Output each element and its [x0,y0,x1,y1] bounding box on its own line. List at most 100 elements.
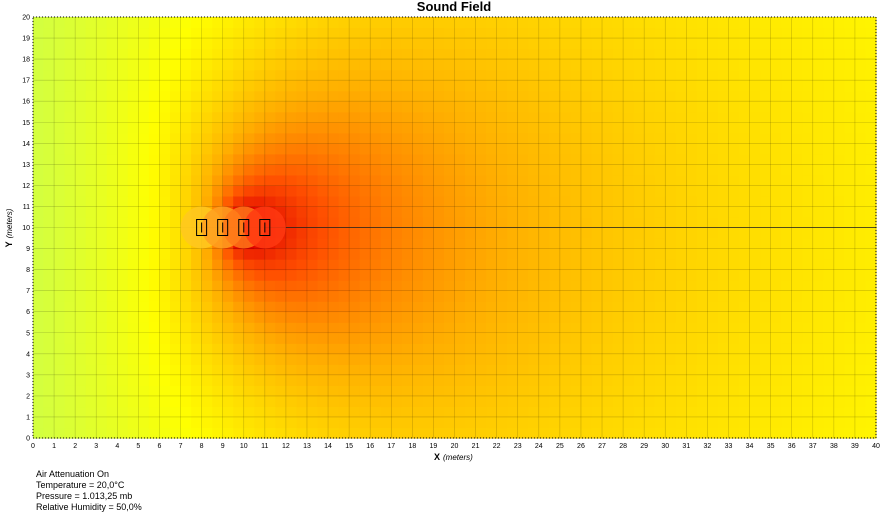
heatmap-cell [264,69,276,81]
pressure-note: Pressure = 1.013,25 mb [36,491,133,501]
heatmap-cell [127,280,139,292]
heatmap-cell [317,353,329,365]
heatmap-cell [749,143,761,155]
heatmap-cell [391,195,403,208]
heatmap-cell [169,416,182,429]
heatmap-cell [739,164,751,176]
heatmap-cell [117,80,129,92]
heatmap-cell [96,248,108,260]
heatmap-cell [802,122,814,134]
heatmap-cell [591,59,603,71]
heatmap-cell [75,343,87,355]
heatmap-cell [538,416,550,429]
heatmap-cell [106,195,118,208]
heatmap-cell [486,322,498,334]
heatmap-cell [233,27,245,39]
heatmap-cell [696,185,708,197]
heatmap-cell [296,343,308,355]
heatmap-cell [370,248,382,260]
heatmap-cell [391,248,403,260]
heatmap-cell [338,132,350,144]
heatmap-cell [285,322,298,334]
heatmap-cell [33,406,45,418]
heatmap-cell [791,406,803,418]
heatmap-cell [433,206,445,218]
heatmap-cell [686,374,698,386]
heatmap-cell [254,416,266,429]
heatmap-cell [696,122,708,134]
heatmap-cell [233,69,245,81]
heatmap-cell [64,238,76,250]
heatmap-cell [75,385,87,397]
heatmap-cell [169,248,182,260]
heatmap-cell [85,206,97,218]
heatmap-cell [781,101,793,113]
heatmap-cell [686,311,698,323]
heatmap-cell [222,153,234,165]
heatmap-cell [739,416,751,429]
heatmap-cell [623,69,635,81]
heatmap-cell [496,185,508,197]
heatmap-cell [296,80,308,92]
heatmap-cell [233,153,245,165]
heatmap-cell [865,27,877,39]
y-tick-label: 9 [26,246,30,253]
heatmap-cell [749,290,761,302]
heatmap-cell [496,143,508,155]
heatmap-cell [370,353,382,365]
heatmap-cell [770,185,782,197]
heatmap-cell [222,143,234,155]
heatmap-cell [275,153,287,165]
heatmap-cell [380,385,392,397]
heatmap-cell [580,280,593,292]
heatmap-cell [212,322,224,334]
heatmap-cell [854,122,867,134]
heatmap-cell [117,374,129,386]
heatmap-cell [43,111,55,123]
heatmap-cell [570,427,582,439]
heatmap-cell [54,322,66,334]
heatmap-cell [64,153,76,165]
heatmap-cell [517,406,529,418]
heatmap-cell [559,164,572,176]
heatmap-cell [717,101,730,113]
heatmap-cell [728,101,740,113]
heatmap-cell [54,227,66,239]
heatmap-cell [675,311,687,323]
heatmap-cell [686,290,698,302]
heatmap-cell [233,364,245,376]
heatmap-cell [538,185,550,197]
heatmap-cell [328,195,340,208]
heatmap-cell [127,164,139,176]
heatmap-cell [633,38,645,50]
heatmap-cell [686,17,698,29]
heatmap-cell [570,111,582,123]
heatmap-cell [517,269,529,281]
heatmap-cell [254,311,266,323]
heatmap-cell [528,248,540,260]
heatmap-cell [328,111,340,123]
heatmap-cell [781,132,793,144]
heatmap-cell [433,153,445,165]
heatmap-cell [127,101,139,113]
heatmap-cell [306,216,319,229]
heatmap-cell [812,122,824,134]
heatmap-cell [802,269,814,281]
heatmap-cell [233,269,245,281]
heatmap-cell [844,374,856,386]
heatmap-cell [191,416,203,429]
heatmap-cell [602,227,614,239]
heatmap-cell [717,111,730,123]
heatmap-cell [760,385,772,397]
heatmap-cell [243,259,255,271]
heatmap-cell [454,395,466,408]
heatmap-cell [212,406,224,418]
heatmap-cell [833,48,845,60]
heatmap-cell [117,427,129,439]
heatmap-cell [433,132,445,144]
heatmap-cell [454,280,466,292]
heatmap-cell [85,153,97,165]
heatmap-cell [306,364,319,376]
heatmap-cell [370,216,382,229]
heatmap-cell [359,132,371,144]
